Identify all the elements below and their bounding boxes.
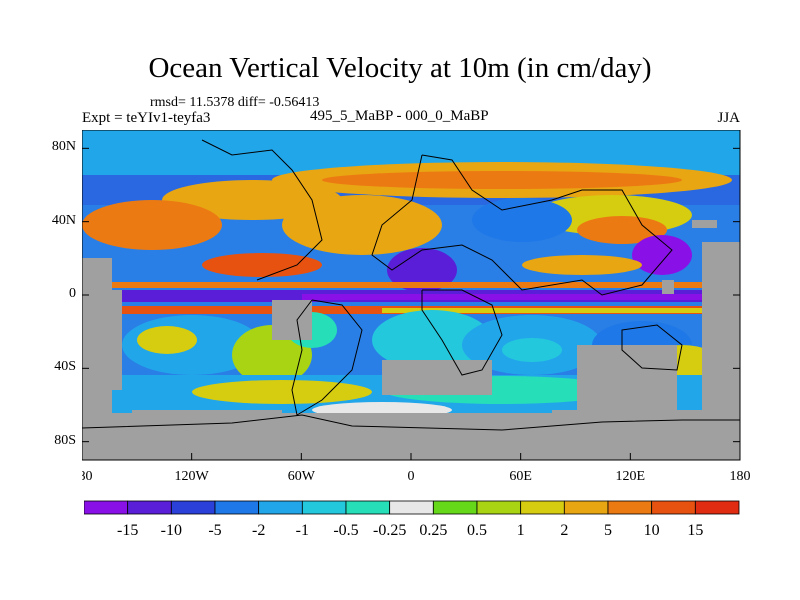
colorbar-swatch — [476, 500, 522, 515]
colorbar-label: 10 — [644, 522, 660, 539]
colorbar-label: -1 — [296, 522, 309, 539]
colorbar-swatch — [258, 500, 303, 515]
colorbar-swatch — [127, 500, 172, 515]
colorbar-label: -5 — [208, 522, 221, 539]
colorbar-swatch — [214, 500, 260, 515]
colorbar: -15 -10 -5 -2 -1 -0.5 -0.25 0.25 0.5 1 2 5 10 15 — [84, 500, 740, 539]
latitude-axis — [82, 147, 740, 443]
lon-tick-label: 60E — [509, 469, 532, 484]
colorbar-label: -0.5 — [333, 522, 358, 539]
colorbar-swatch — [694, 500, 740, 515]
colorbar-label: -15 — [117, 522, 138, 539]
colorbar-swatch — [389, 500, 434, 515]
colorbar-swatch — [520, 500, 565, 515]
colorbar-label: 1 — [517, 522, 525, 539]
colorbar-swatches — [84, 500, 740, 515]
colorbar-label: -0.25 — [373, 522, 406, 539]
lon-tick-label: 180 — [730, 469, 751, 484]
colorbar-label: 0.25 — [419, 522, 447, 539]
longitude-axis: 180 120W 60W 0 60E 120E 180 — [82, 453, 751, 484]
lat-tick-label: 80N — [51, 139, 76, 155]
colorbar-label: 2 — [560, 522, 568, 539]
lon-tick-label: 0 — [408, 469, 415, 484]
colorbar-label: -2 — [252, 522, 265, 539]
lat-tick-label: 80S — [54, 432, 76, 448]
colorbar-label: -10 — [161, 522, 182, 539]
colorbar-swatch — [563, 500, 609, 515]
colorbar-swatch — [651, 500, 696, 515]
season-label: JJA — [717, 110, 740, 126]
lat-tick-label: 40S — [54, 359, 76, 375]
lon-tick-label: 120W — [175, 469, 210, 484]
colorbar-swatch — [301, 500, 347, 515]
experiment-label: Expt = teYIv1-teyfa3 — [82, 110, 211, 126]
stats-text: rmsd= 11.5378 diff= -0.56413 — [150, 95, 320, 110]
colorbar-swatch — [432, 500, 478, 515]
colorbar-label: 5 — [604, 522, 612, 539]
lat-tick-label: 0 — [69, 286, 76, 301]
colorbar-swatch — [607, 500, 653, 515]
colorbar-label: 0.5 — [467, 522, 487, 539]
colorbar-label: 15 — [687, 522, 703, 539]
lon-tick-label: 60W — [288, 469, 316, 484]
map-field — [82, 130, 740, 460]
coastlines — [82, 139, 740, 431]
lon-tick-label: 120E — [616, 469, 646, 484]
colorbar-labels: -15 -10 -5 -2 -1 -0.5 -0.25 0.25 0.5 1 2 5 10 15 — [117, 522, 703, 539]
lat-tick-label: 40N — [51, 212, 76, 228]
velocity-map: 180 120W 60W 0 60E 120E 180 — [82, 130, 751, 484]
subtitle: 495_5_MaBP - 000_0_MaBP — [310, 108, 489, 124]
lon-tick-label: 180 — [82, 469, 93, 484]
plot-title: Ocean Vertical Velocity at 10m (in cm/da… — [148, 52, 652, 84]
colorbar-swatch — [84, 500, 129, 515]
colorbar-swatch — [345, 500, 391, 515]
colorbar-swatch — [170, 500, 216, 515]
